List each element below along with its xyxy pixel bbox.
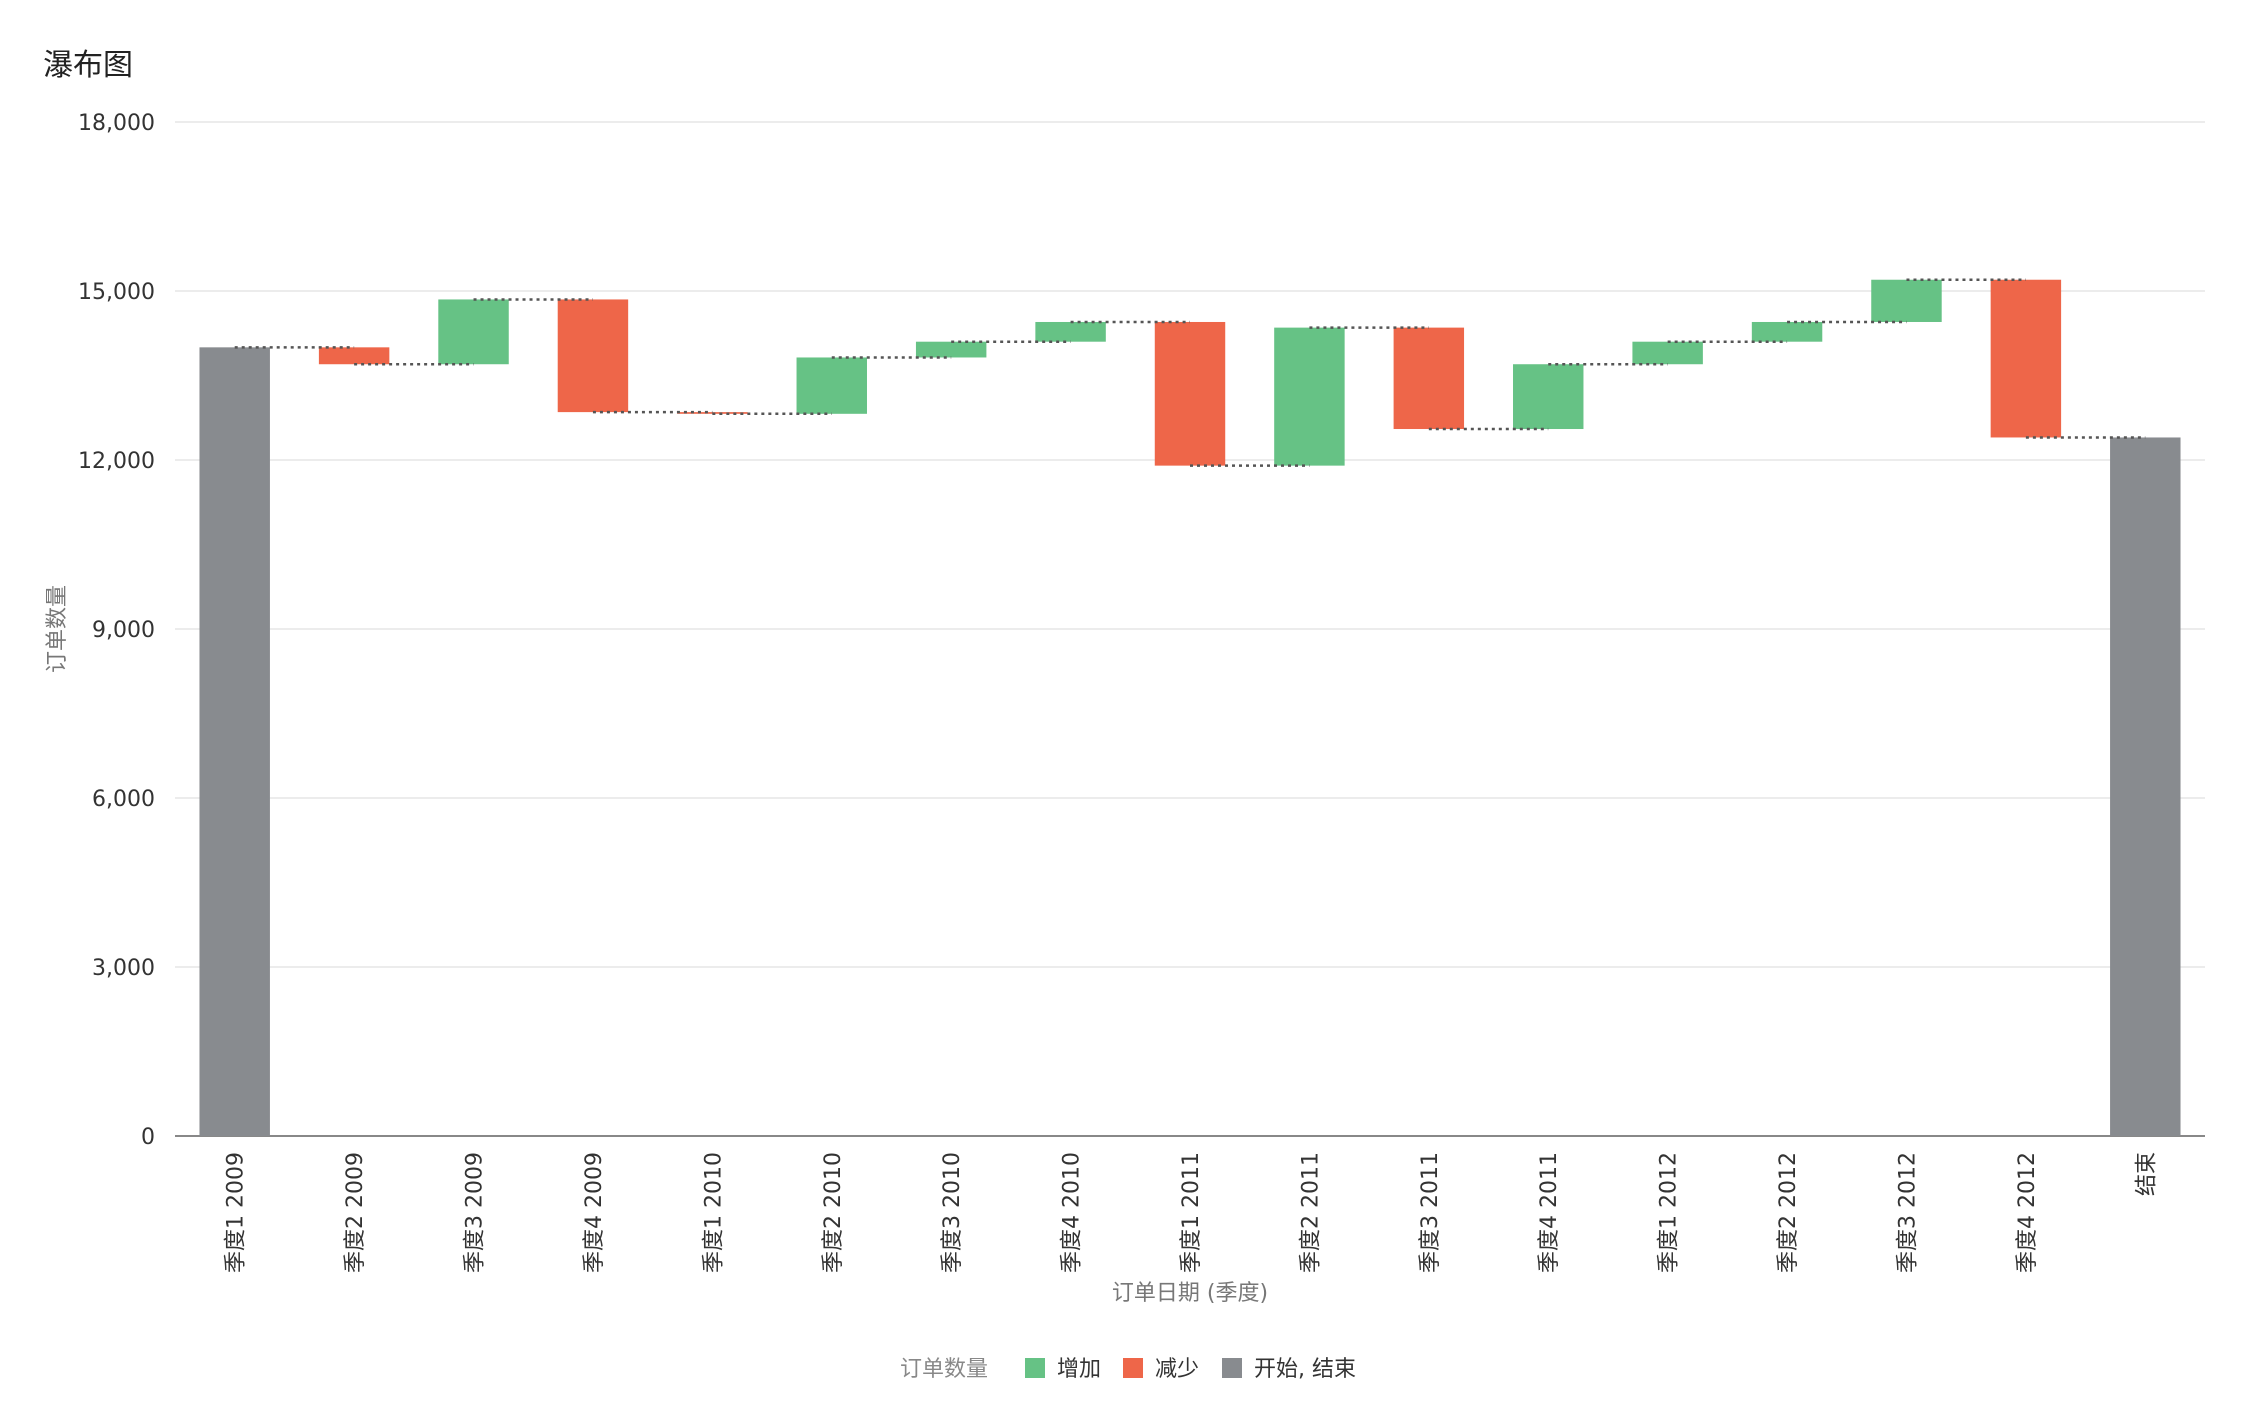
x-tick-label: 结束 xyxy=(2134,1152,2159,1196)
bar-decrease xyxy=(318,347,390,365)
x-axis-title: 订单日期 (季度) xyxy=(1112,1281,1268,1306)
y-tick-label: 15,000 xyxy=(78,280,155,305)
chart-title: 瀑布图 xyxy=(43,48,133,83)
y-tick-label: 3,000 xyxy=(92,956,155,981)
x-tick-label: 季度3 2011 xyxy=(1418,1152,1443,1273)
legend-label-decrease: 减少 xyxy=(1155,1357,1199,1382)
y-tick-label: 9,000 xyxy=(92,618,155,643)
x-tick-label: 季度4 2011 xyxy=(1537,1152,1562,1273)
bar-increase xyxy=(1871,279,1942,322)
legend-title: 订单数量 xyxy=(900,1357,988,1382)
bar-increase xyxy=(1751,321,1823,342)
x-tick-label: 季度2 2009 xyxy=(343,1152,368,1273)
bar-increase xyxy=(796,357,867,414)
bar-decrease xyxy=(1990,279,2062,438)
y-axis-title: 订单数量 xyxy=(45,585,70,673)
bar-decrease xyxy=(557,299,629,413)
bar-increase xyxy=(915,341,987,358)
x-tick-label: 季度1 2011 xyxy=(1179,1152,1204,1273)
y-tick-label: 18,000 xyxy=(78,111,155,136)
x-tick-label: 季度2 2011 xyxy=(1298,1152,1323,1273)
bar-increase xyxy=(1632,341,1703,365)
bar-increase xyxy=(1274,327,1345,466)
legend-label-increase: 增加 xyxy=(1057,1357,1101,1382)
x-tick-label: 季度3 2010 xyxy=(940,1152,965,1273)
legend-swatch-decrease xyxy=(1123,1358,1143,1378)
bar-decrease xyxy=(1154,321,1226,466)
legend-swatch-total xyxy=(1222,1358,1242,1378)
legend-swatch-increase xyxy=(1025,1358,1045,1378)
bar-increase xyxy=(438,299,509,365)
x-tick-label: 季度2 2012 xyxy=(1776,1152,1801,1273)
bar-total xyxy=(199,347,270,1136)
y-tick-label: 6,000 xyxy=(92,787,155,812)
bar-decrease xyxy=(1393,327,1465,430)
x-tick-label: 季度4 2012 xyxy=(2015,1152,2040,1273)
bar-increase xyxy=(1035,321,1106,342)
x-tick-label: 季度1 2010 xyxy=(701,1152,726,1273)
y-tick-label: 0 xyxy=(141,1125,155,1150)
x-tick-label: 季度3 2009 xyxy=(463,1152,488,1273)
x-tick-label: 季度4 2010 xyxy=(1060,1152,1085,1273)
y-tick-label: 12,000 xyxy=(78,449,155,474)
x-tick-label: 季度1 2012 xyxy=(1657,1152,1682,1273)
legend-label-total: 开始, 结束 xyxy=(1254,1357,1356,1382)
x-tick-label: 季度2 2010 xyxy=(821,1152,846,1273)
x-tick-label: 季度4 2009 xyxy=(582,1152,607,1273)
x-tick-label: 季度3 2012 xyxy=(1895,1152,1920,1273)
x-tick-label: 季度1 2009 xyxy=(224,1152,249,1273)
bar-increase xyxy=(1513,364,1584,430)
bar-total xyxy=(2110,437,2181,1136)
